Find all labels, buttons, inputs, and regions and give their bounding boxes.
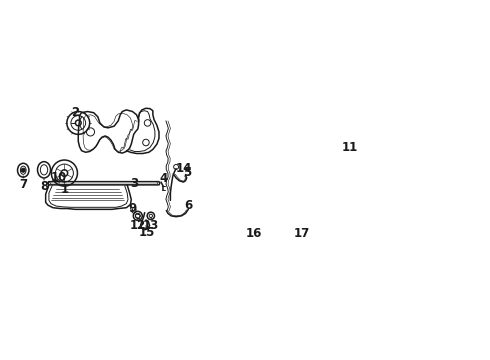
Text: 14: 14 (175, 162, 192, 175)
Text: 13: 13 (143, 219, 159, 232)
Text: 12: 12 (130, 219, 146, 232)
Text: 4: 4 (160, 172, 168, 185)
Text: 11: 11 (342, 141, 358, 154)
Text: 1: 1 (60, 183, 69, 196)
Text: 16: 16 (245, 227, 262, 240)
Bar (287, 207, 308, 230)
Text: 15: 15 (139, 226, 155, 239)
Text: 17: 17 (294, 227, 310, 240)
Text: 6: 6 (184, 199, 193, 212)
Circle shape (21, 168, 25, 172)
Text: 7: 7 (19, 177, 27, 190)
Text: 2: 2 (72, 106, 79, 119)
Text: 5: 5 (183, 166, 191, 179)
Text: 3: 3 (130, 177, 139, 190)
Text: 9: 9 (128, 202, 137, 215)
Text: 10: 10 (51, 171, 67, 184)
Text: 8: 8 (40, 180, 48, 193)
